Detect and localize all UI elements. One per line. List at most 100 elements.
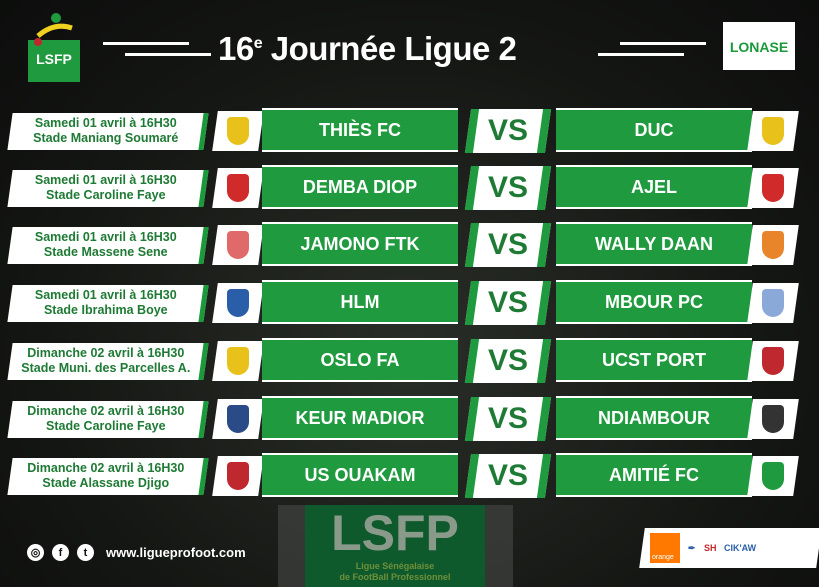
- vs-label: VS: [487, 171, 529, 204]
- match-datetime: Samedi 01 avril à 16H30 Stade Ibrahima B…: [7, 285, 209, 322]
- instagram-icon[interactable]: ◎: [27, 544, 44, 561]
- page-title: 16e Journée Ligue 2: [218, 30, 517, 67]
- match-date: Dimanche 02 avril à 16H30: [27, 461, 185, 475]
- away-team: WALLY DAAN: [556, 222, 752, 266]
- match-date: Samedi 01 avril à 16H30: [34, 288, 177, 302]
- vs-badge: VS: [464, 109, 552, 153]
- title-line: [620, 42, 706, 45]
- vs-badge: VS: [464, 339, 552, 383]
- home-team: KEUR MADIOR: [262, 396, 458, 440]
- home-crest-icon: [227, 289, 249, 317]
- match-datetime: Dimanche 02 avril à 16H30 Stade Alassane…: [7, 458, 209, 495]
- home-team: DEMBA DIOP: [262, 165, 458, 209]
- match-venue: Stade Ibrahima Boye: [43, 303, 168, 317]
- lsfp-logo: LSFP: [28, 13, 80, 82]
- match-row: Dimanche 02 avril à 16H30 Stade Muni. de…: [0, 338, 819, 383]
- home-logo-box: [212, 111, 264, 151]
- vs-label: VS: [487, 344, 529, 377]
- watermark-lsfp: LSFP Ligue Sénégalaise de FootBall Profe…: [305, 505, 485, 587]
- cikaw-logo: CIK'AW: [724, 543, 757, 553]
- away-crest-icon: [762, 405, 784, 433]
- match-date: Dimanche 02 avril à 16H30: [27, 404, 185, 418]
- lonase-logo: LONASE: [723, 22, 795, 70]
- vs-label: VS: [487, 402, 529, 435]
- home-logo-box: [212, 283, 264, 323]
- match-datetime: Samedi 01 avril à 16H30 Stade Caroline F…: [7, 170, 209, 207]
- vs-badge: VS: [464, 223, 552, 267]
- away-crest-icon: [762, 174, 784, 202]
- match-row: Samedi 01 avril à 16H30 Stade Ibrahima B…: [0, 280, 819, 325]
- away-team: AMITIÉ FC: [556, 453, 752, 497]
- home-logo-box: [212, 225, 264, 265]
- home-team: OSLO FA: [262, 338, 458, 382]
- vs-badge: VS: [464, 281, 552, 325]
- away-logo-box: [747, 456, 799, 496]
- match-date: Samedi 01 avril à 16H30: [34, 173, 177, 187]
- orange-logo: orange: [650, 533, 680, 563]
- home-crest-icon: [227, 174, 249, 202]
- match-date: Samedi 01 avril à 16H30: [34, 230, 177, 244]
- title-line: [103, 42, 189, 45]
- social-links: ◎ f t www.ligueprofoot.com: [27, 544, 246, 561]
- home-team: US OUAKAM: [262, 453, 458, 497]
- feather-logo: ✒: [688, 542, 696, 553]
- away-crest-icon: [762, 117, 784, 145]
- away-team: MBOUR PC: [556, 280, 752, 324]
- watermark-title: LSFP: [331, 505, 459, 561]
- match-datetime: Dimanche 02 avril à 16H30 Stade Muni. de…: [7, 343, 209, 380]
- away-team: DUC: [556, 108, 752, 152]
- sh-logo: SH: [703, 543, 717, 553]
- away-team: UCST PORT: [556, 338, 752, 382]
- away-crest-icon: [762, 347, 784, 375]
- title-line: [125, 53, 211, 56]
- match-venue: Stade Muni. des Parcelles A.: [21, 361, 191, 375]
- away-logo-box: [747, 225, 799, 265]
- watermark-sub1: Ligue Sénégalaise: [355, 561, 435, 571]
- away-team: NDIAMBOUR: [556, 396, 752, 440]
- home-team: HLM: [262, 280, 458, 324]
- match-venue: Stade Massene Sene: [43, 245, 168, 259]
- match-row: Dimanche 02 avril à 16H30 Stade Caroline…: [0, 396, 819, 441]
- match-row: Dimanche 02 avril à 16H30 Stade Alassane…: [0, 453, 819, 498]
- vs-badge: VS: [464, 166, 552, 210]
- match-venue: Stade Caroline Faye: [46, 419, 166, 433]
- away-crest-icon: [762, 231, 784, 259]
- svg-text:LSFP: LSFP: [36, 51, 72, 67]
- match-date: Dimanche 02 avril à 16H30: [27, 346, 185, 360]
- home-crest-icon: [227, 405, 249, 433]
- watermark-sub2: de FootBall Professionnel: [339, 572, 451, 582]
- website-link[interactable]: www.ligueprofoot.com: [106, 545, 246, 560]
- twitter-icon[interactable]: t: [77, 544, 94, 561]
- match-row: Samedi 01 avril à 16H30 Stade Caroline F…: [0, 165, 819, 210]
- facebook-icon[interactable]: f: [52, 544, 69, 561]
- sponsor-strip: orange ✒ SH CIK'AW: [639, 528, 819, 568]
- home-logo-box: [212, 399, 264, 439]
- match-date: Samedi 01 avril à 16H30: [34, 116, 177, 130]
- vs-label: VS: [487, 286, 529, 319]
- home-logo-box: [212, 341, 264, 381]
- match-row: Samedi 01 avril à 16H30 Stade Maniang So…: [0, 108, 819, 153]
- away-logo-box: [747, 168, 799, 208]
- match-venue: Stade Caroline Faye: [46, 188, 166, 202]
- home-team: THIÈS FC: [262, 108, 458, 152]
- home-crest-icon: [227, 347, 249, 375]
- home-crest-icon: [227, 231, 249, 259]
- vs-label: VS: [487, 114, 529, 147]
- away-logo-box: [747, 111, 799, 151]
- home-team: JAMONO FTK: [262, 222, 458, 266]
- away-logo-box: [747, 341, 799, 381]
- away-logo-box: [747, 283, 799, 323]
- match-venue: Stade Maniang Soumaré: [33, 131, 179, 145]
- vs-badge: VS: [464, 454, 552, 498]
- home-crest-icon: [227, 117, 249, 145]
- away-crest-icon: [762, 289, 784, 317]
- match-datetime: Dimanche 02 avril à 16H30 Stade Caroline…: [7, 401, 209, 438]
- match-datetime: Samedi 01 avril à 16H30 Stade Massene Se…: [7, 227, 209, 264]
- home-logo-box: [212, 456, 264, 496]
- away-crest-icon: [762, 462, 784, 490]
- home-crest-icon: [227, 462, 249, 490]
- match-datetime: Samedi 01 avril à 16H30 Stade Maniang So…: [7, 113, 209, 150]
- vs-label: VS: [487, 459, 529, 492]
- match-venue: Stade Alassane Djigo: [42, 476, 170, 490]
- match-row: Samedi 01 avril à 16H30 Stade Massene Se…: [0, 222, 819, 267]
